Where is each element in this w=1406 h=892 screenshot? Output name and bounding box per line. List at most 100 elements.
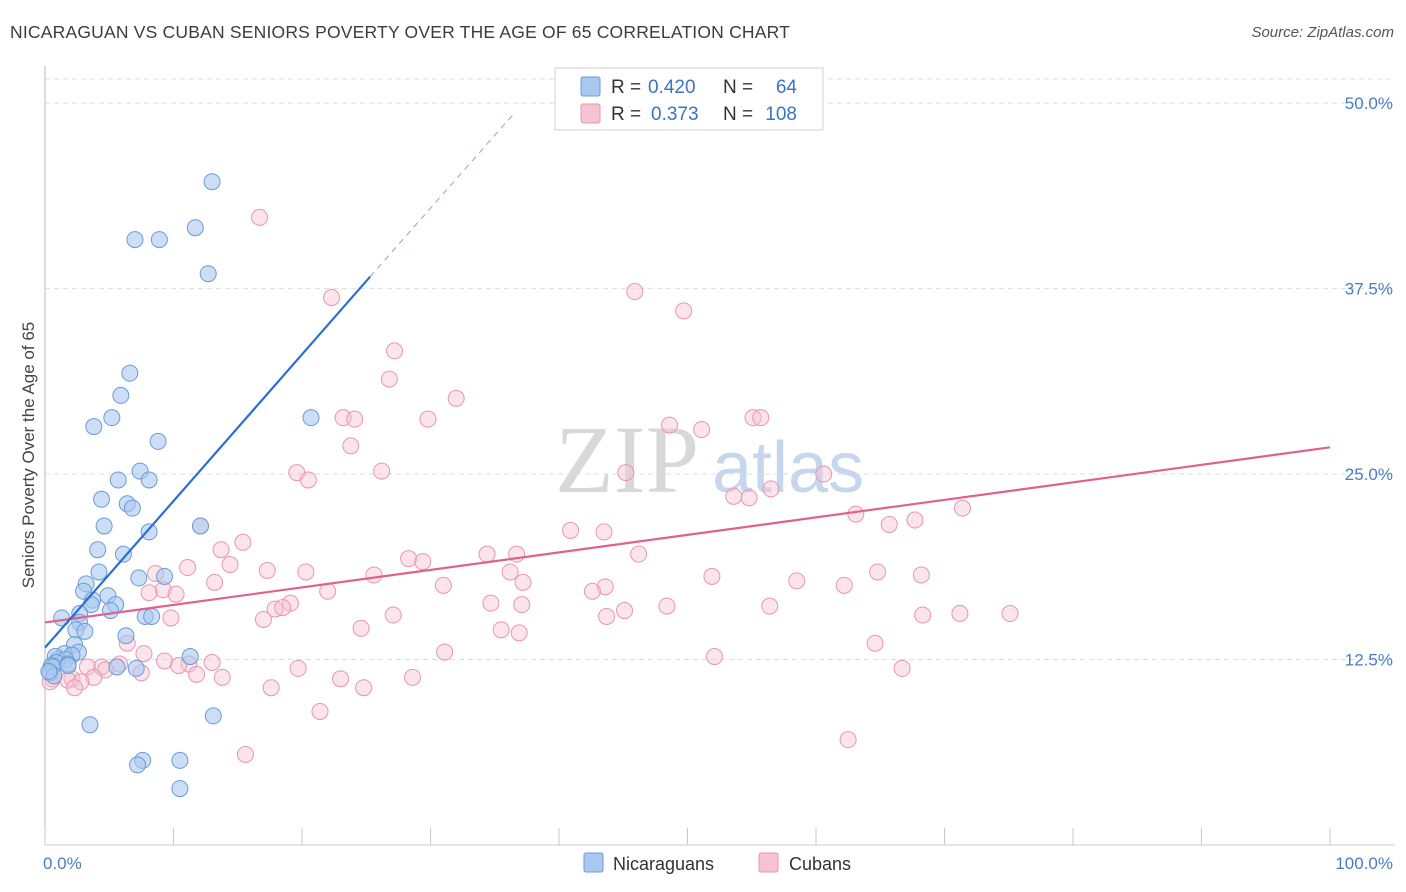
- cubans-point-98: [72, 673, 90, 691]
- cubans-point-88: [289, 659, 307, 677]
- nicaraguans-point-0: [203, 173, 221, 191]
- nicaraguans-point-52: [127, 659, 145, 677]
- cubans-point-32: [478, 545, 496, 563]
- cubans-point-45: [869, 563, 887, 581]
- nicaraguans-point-3: [186, 219, 204, 237]
- y-tick-label-0: 12.5%: [1345, 651, 1393, 670]
- nicaraguans-point-51: [108, 658, 126, 676]
- nicaraguans-point-20: [89, 541, 107, 559]
- cubans-point-30: [234, 533, 252, 551]
- cubans-point-5: [380, 370, 398, 388]
- nicaraguans-point-61: [129, 756, 147, 774]
- cubans-trend-line: [44, 446, 1331, 624]
- cubans-point-1: [323, 288, 341, 306]
- nicaraguans-point-30: [102, 602, 120, 620]
- cubans-point-2: [626, 283, 644, 301]
- cubans-point-60: [513, 596, 531, 614]
- y-tick-label-1: 25.0%: [1345, 465, 1393, 484]
- nicaraguans-point-9: [149, 432, 167, 450]
- cubans-point-9: [419, 410, 437, 428]
- cubans-point-52: [835, 576, 853, 594]
- cubans-point-70: [1001, 605, 1019, 623]
- cubans-point-65: [616, 602, 634, 620]
- cubans-point-71: [914, 606, 932, 624]
- nicaraguans-point-11: [109, 471, 127, 489]
- cubans-point-84: [170, 656, 188, 674]
- nicaraguans-point-23: [130, 569, 148, 587]
- nicaraguans-point-58: [204, 707, 222, 725]
- cubans-point-34: [630, 545, 648, 563]
- nicaraguans-point-57: [81, 716, 99, 734]
- cubans-point-14: [342, 437, 360, 455]
- nicaraguans-point-1: [126, 231, 144, 249]
- y-tick-label-2: 37.5%: [1345, 280, 1393, 299]
- cubans-point-75: [510, 624, 528, 642]
- nicaraguans-point-21: [90, 563, 108, 581]
- cubans-point-36: [414, 553, 432, 571]
- cubans-point-72: [254, 610, 272, 628]
- gridlines: [45, 78, 1395, 661]
- cubans-point-22: [740, 489, 758, 507]
- nicaraguans-point-16: [95, 517, 113, 535]
- cubans-point-93: [213, 668, 231, 686]
- nicaraguans-point-2: [150, 231, 168, 249]
- nicaraguans-trend-line: [44, 275, 371, 649]
- cubans-point-4: [386, 342, 404, 360]
- nicaraguans-point-4: [199, 265, 217, 283]
- cubans-point-31: [212, 541, 230, 559]
- cubans-point-59: [482, 594, 500, 612]
- legend-r-value-2: 0.373: [651, 104, 699, 125]
- nicaraguans-point-38: [76, 622, 94, 640]
- cubans-point-57: [167, 585, 185, 603]
- cubans-point-3: [675, 302, 693, 320]
- cubans-point-43: [703, 567, 721, 585]
- nicaraguans-point-55: [181, 648, 199, 666]
- cubans-point-61: [658, 597, 676, 615]
- cubans-point-18: [617, 464, 635, 482]
- cubans-point-103: [355, 679, 373, 697]
- cubans-point-64: [274, 599, 292, 617]
- legend-swatch-nicaraguans: [580, 76, 601, 97]
- cubans-point-40: [297, 563, 315, 581]
- cubans-point-91: [893, 659, 911, 677]
- cubans-points: [41, 208, 1019, 763]
- source-credit: Source: ZipAtlas.com: [1251, 24, 1394, 41]
- cubans-point-81: [156, 652, 174, 670]
- correlation-legend: R = 0.420 N = 64 R = 0.373 N = 108: [554, 67, 824, 131]
- cubans-point-44: [788, 572, 806, 590]
- cubans-point-41: [501, 563, 519, 581]
- chart-title: NICARAGUAN VS CUBAN SENIORS POVERTY OVER…: [10, 22, 791, 42]
- cubans-point-35: [400, 550, 418, 568]
- cubans-point-62: [761, 597, 779, 615]
- bottom-legend-label-nicaraguans: Nicaraguans: [613, 854, 714, 874]
- nicaraguans-point-13: [93, 490, 111, 508]
- cubans-point-39: [258, 561, 276, 579]
- cubans-point-78: [436, 643, 454, 661]
- cubans-point-27: [562, 521, 580, 539]
- cubans-point-38: [179, 559, 197, 577]
- cubans-point-100: [404, 668, 422, 686]
- cubans-point-79: [705, 648, 723, 666]
- cubans-point-50: [514, 573, 532, 591]
- nicaraguans-point-62: [171, 780, 189, 798]
- legend-n-label-2: N =: [723, 104, 753, 125]
- nicaraguans-trend-extension: [369, 113, 515, 278]
- cubans-point-69: [951, 605, 969, 623]
- nicaraguans-point-19: [114, 545, 132, 563]
- nicaraguans-point-15: [123, 499, 141, 517]
- cubans-point-48: [206, 573, 224, 591]
- y-tick-label-3: 50.0%: [1345, 94, 1393, 113]
- cubans-point-104: [311, 702, 329, 720]
- cubans-point-68: [162, 609, 180, 627]
- cubans-point-92: [188, 665, 206, 683]
- cubans-point-102: [262, 679, 280, 697]
- nicaraguans-point-17: [191, 517, 209, 535]
- nicaraguans-point-56: [302, 409, 320, 427]
- cubans-point-42: [365, 566, 383, 584]
- cubans-point-105: [839, 731, 857, 749]
- nicaraguans-point-6: [112, 386, 130, 404]
- cubans-point-25: [880, 515, 898, 533]
- cubans-point-23: [953, 499, 971, 517]
- legend-n-value-1: 64: [776, 77, 798, 98]
- bottom-legend-swatch-nicaraguans: [583, 852, 604, 873]
